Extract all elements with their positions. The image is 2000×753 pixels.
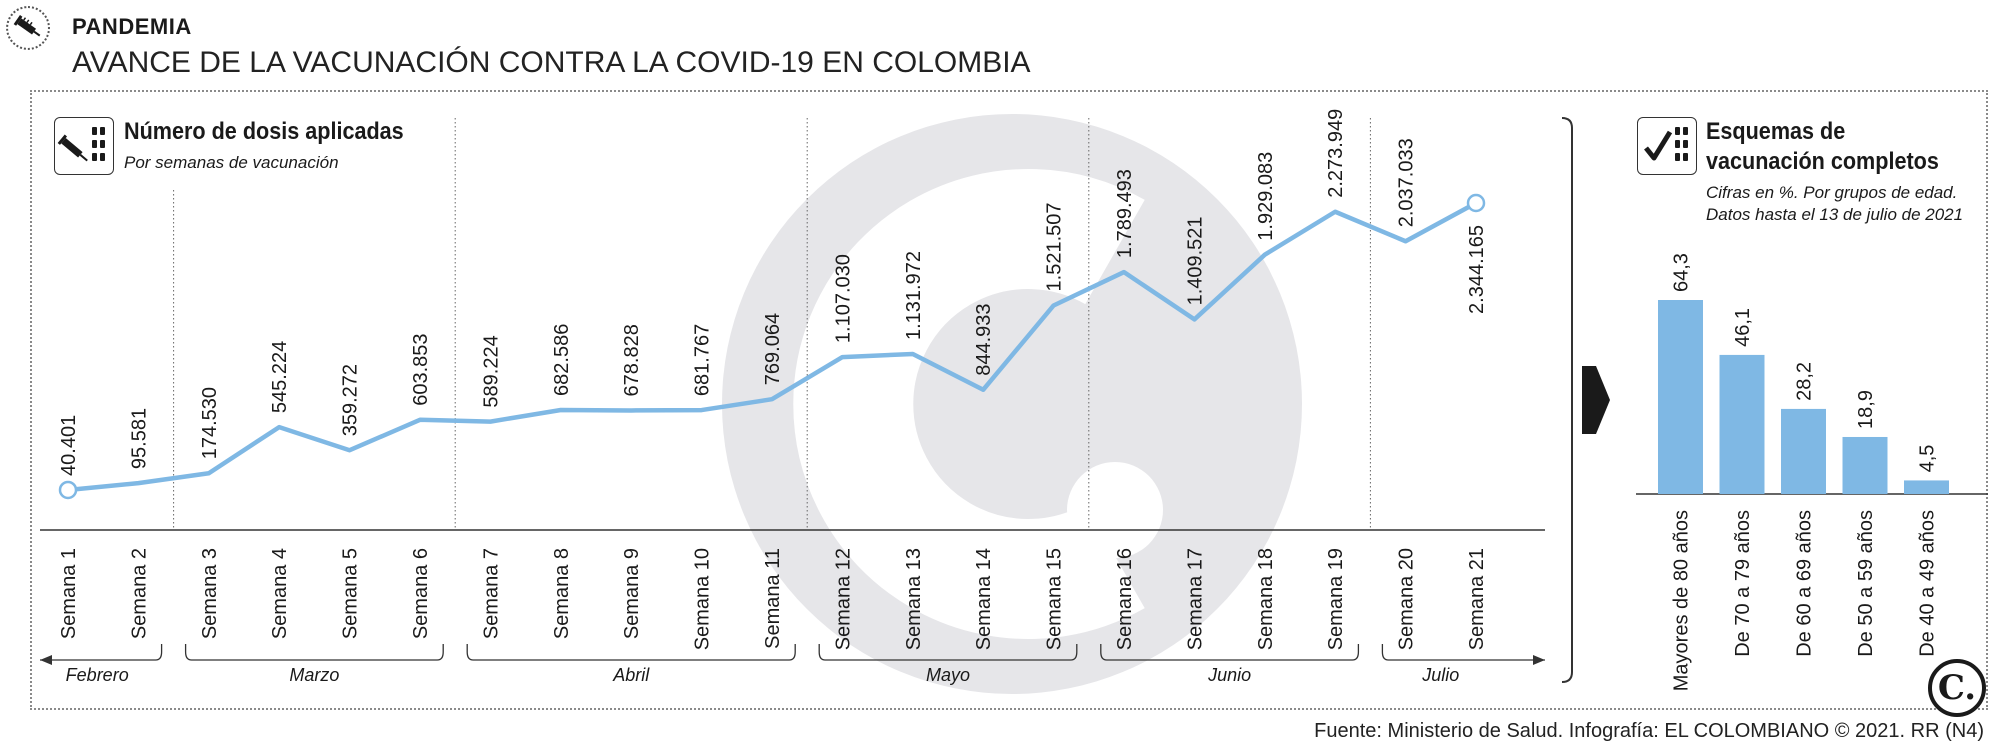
syringe-vials-icon [57, 127, 105, 162]
bar [1719, 354, 1765, 494]
point-value-label: 1.521.507 [1044, 202, 1066, 291]
month-label: Febrero [66, 665, 129, 685]
month-bracket [466, 644, 796, 661]
header-kicker: PANDEMIA [72, 14, 192, 39]
week-tick-label: Semana 12 [832, 548, 854, 650]
point-value-label: 603.853 [410, 333, 432, 405]
bar-value-label: 4,5 [1917, 445, 1939, 473]
bar-value-label: 28,2 [1794, 362, 1816, 401]
week-tick-label: Semana 11 [762, 548, 784, 649]
series-line [67, 201, 1478, 493]
month-label: Mayo [926, 665, 970, 685]
content-frame [30, 90, 1988, 710]
bar-category-label: De 40 a 49 años [1917, 510, 1939, 657]
right-chart-subtitle-line1: Cifras en %. Por grupos de edad. [1706, 183, 1958, 202]
point-value-label: 174.530 [199, 387, 221, 459]
bar [1842, 436, 1888, 494]
month-bracket [184, 644, 444, 661]
header-icon-badge [6, 6, 50, 50]
month-label: Junio [1207, 665, 1251, 685]
point-value-label: 589.224 [480, 335, 502, 407]
week-tick-label: Semana 14 [973, 548, 995, 650]
right-chart-title-line1: Esquemas de [1706, 118, 1846, 145]
bar-chart: 64,3 Mayores de 80 años 46,1 De 70 a 79 año… [1636, 253, 1988, 691]
month-label: Julio [1421, 665, 1459, 685]
week-tick-label: Semana 17 [1184, 548, 1206, 650]
bar-value-label: 18,9 [1855, 390, 1877, 429]
line-chart: 40.401 95.581 174.530 545.224 359.272 603.853… [40, 109, 1545, 685]
point-value-label: 359.272 [340, 364, 362, 436]
month-bracket [40, 644, 163, 661]
month-bracket [1100, 644, 1360, 661]
point-value-label: 1.107.030 [832, 254, 854, 343]
week-tick-label: Semana 18 [1255, 548, 1277, 650]
week-tick-label: Semana 2 [128, 548, 150, 639]
point-value-label: 1.789.493 [1114, 169, 1136, 258]
endpoint-marker [1466, 193, 1486, 213]
point-value-label: 769.064 [762, 313, 784, 385]
panel-connector [1561, 117, 1610, 683]
checkmark-vials-icon [1644, 127, 1688, 161]
week-tick-label: Semana 19 [1325, 548, 1347, 650]
left-chart-title: Número de dosis aplicadas [124, 118, 404, 145]
watermark-logo [722, 114, 1302, 694]
week-tick-label: Semana 6 [410, 548, 432, 639]
bar-value-label: 46,1 [1732, 308, 1754, 347]
bar-category-label: De 60 a 69 años [1794, 510, 1816, 657]
right-chart-title-line2: vacunación completos [1706, 148, 1939, 175]
week-tick-label: Semana 10 [692, 548, 714, 650]
timeline-arrow-left-icon [40, 655, 52, 665]
page-title: AVANCE DE LA VACUNACIÓN CONTRA LA COVID-… [72, 46, 1031, 79]
point-value-label: 1.929.083 [1255, 152, 1277, 241]
point-value-label: 2.344.165 [1466, 225, 1488, 314]
point-value-label: 681.767 [692, 324, 714, 396]
month-bracket [818, 644, 1078, 661]
week-tick-label: Semana 5 [340, 548, 362, 639]
month-bracket [1381, 644, 1545, 661]
left-panel-icon-box [54, 117, 114, 175]
bar-category-label: De 70 a 79 años [1732, 510, 1754, 657]
week-tick-label: Semana 13 [903, 548, 925, 650]
week-tick-label: Semana 1 [58, 548, 80, 639]
month-label: Abril [612, 665, 650, 685]
week-tick-label: Semana 9 [621, 548, 643, 639]
syringe-icon [13, 15, 41, 37]
month-label: Marzo [289, 665, 339, 685]
right-panel-icon-box [1637, 117, 1697, 175]
bar-value-label: 64,3 [1671, 253, 1693, 292]
bar [1904, 480, 1949, 494]
point-value-label: 682.586 [551, 324, 573, 396]
logo-mark: C. [1937, 668, 1977, 708]
point-value-label: 2.273.949 [1325, 109, 1347, 198]
point-value-label: 844.933 [973, 303, 995, 375]
point-value-label: 2.037.033 [1396, 138, 1418, 227]
endpoint-marker [58, 480, 78, 500]
week-tick-label: Semana 15 [1044, 548, 1066, 650]
bar-category-label: De 50 a 59 años [1855, 510, 1877, 657]
right-chart-subtitle-line2: Datos hasta el 13 de julio de 2021 [1706, 205, 1964, 224]
week-tick-label: Semana 21 [1466, 548, 1488, 650]
bar-category-label: Mayores de 80 años [1671, 510, 1693, 691]
point-value-label: 545.224 [269, 341, 291, 413]
week-tick-label: Semana 20 [1396, 548, 1418, 650]
point-value-label: 95.581 [128, 408, 150, 469]
timeline-arrow-right-icon [1533, 655, 1545, 665]
point-value-label: 40.401 [58, 415, 80, 476]
el-colombiano-logo: C. [1928, 659, 1986, 717]
point-value-label: 1.131.972 [903, 251, 925, 340]
source-note: Fuente: Ministerio de Salud. Infografía:… [1314, 720, 1984, 742]
week-tick-label: Semana 4 [269, 548, 291, 639]
week-tick-label: Semana 16 [1114, 548, 1136, 650]
week-tick-label: Semana 7 [480, 548, 502, 639]
point-value-label: 1.409.521 [1184, 216, 1206, 305]
week-tick-label: Semana 3 [199, 548, 221, 639]
left-chart-subtitle: Por semanas de vacunación [124, 153, 339, 172]
bracket-line [1561, 117, 1573, 683]
bar [1658, 300, 1703, 494]
arrow-right-icon [1582, 366, 1610, 434]
week-tick-label: Semana 8 [551, 548, 573, 639]
point-value-label: 678.828 [621, 324, 643, 396]
bar [1781, 408, 1826, 494]
